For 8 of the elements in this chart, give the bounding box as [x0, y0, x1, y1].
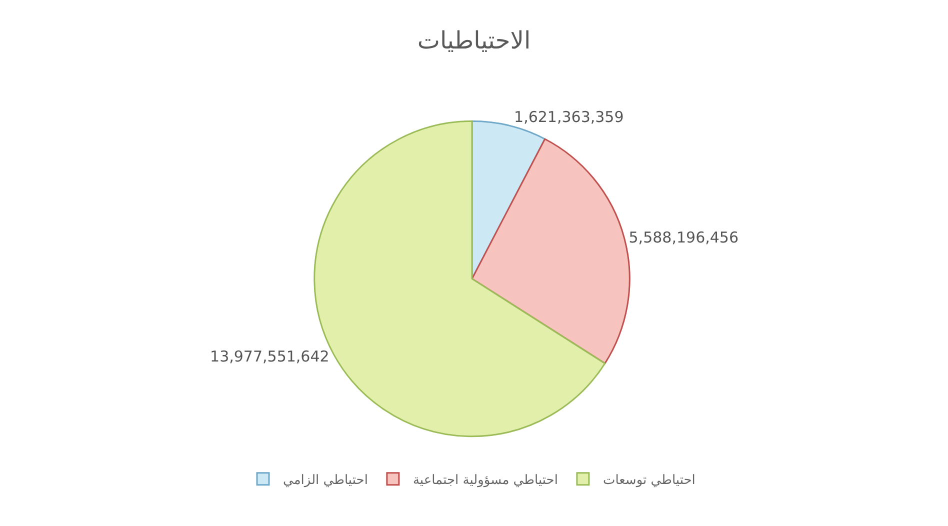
data-label: 13,977,551,642 [210, 348, 330, 366]
pie-slice [471, 138, 630, 364]
legend-label: احتياطي الزامي [283, 472, 368, 488]
data-label: 5,588,196,456 [628, 228, 739, 246]
legend-label: احتياطي مسؤولية اجتماعية [412, 472, 558, 488]
chart-title: الاحتياطيات [417, 26, 531, 54]
legend-label: احتياطي توسعات [602, 472, 696, 488]
data-label: 1,621,363,359 [514, 108, 624, 126]
